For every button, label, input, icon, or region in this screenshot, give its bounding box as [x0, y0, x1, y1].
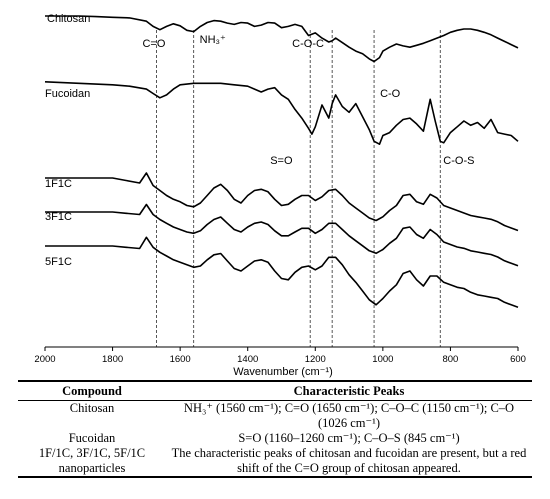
column-header-characteristic-peaks: Characteristic Peaks: [166, 381, 532, 401]
table-row: Fucoidan S=O (1160–1260 cm⁻¹); C–O–S (84…: [18, 431, 532, 446]
x-tick-label: 1600: [170, 354, 191, 365]
peaks-cell: S=O (1160–1260 cm⁻¹); C–O–S (845 cm⁻¹): [238, 431, 460, 445]
table-row: 1F/1C, 3F/1C, 5F/1C nanoparticles The ch…: [18, 446, 532, 478]
series-label-chitosan: Chitosan: [47, 13, 90, 25]
x-tick-label: 1400: [237, 354, 258, 365]
x-tick-label: 1000: [372, 354, 393, 365]
series-line-chitosan: [45, 15, 519, 63]
series-line-fucoidan: [44, 81, 519, 145]
peaks-cell: The characteristic peaks of chitosan and…: [166, 446, 532, 478]
column-header-compound: Compound: [18, 381, 166, 401]
ftir-spectra-chart: C=O NH₃⁺ S=O C-O-C C-O C-O-S Chitosan Fucoidan…: [34, 13, 526, 378]
compound-cell: 1F/1C, 3F/1C, 5F/1C nanoparticles: [18, 446, 166, 478]
x-tick-label: 600: [510, 354, 526, 365]
peak-label-c-o: C=O: [142, 38, 165, 50]
series-label-1f1c: 1F1C: [45, 178, 72, 190]
series-line-3f1c: [45, 203, 519, 267]
compound-cell: Chitosan: [69, 401, 115, 415]
x-tick-label: 1800: [102, 354, 123, 365]
peaks-cell: NH₃⁺ (1560 cm⁻¹); C=O (1650 cm⁻¹); C–O–C…: [183, 401, 515, 430]
series-line-1f1c: [45, 172, 519, 232]
x-tick-label: 1200: [305, 354, 326, 365]
table-header-row: Compound Characteristic Peaks: [18, 381, 532, 401]
peak-label-c-o: C-O: [380, 88, 401, 100]
compound-cell: Fucoidan: [68, 431, 116, 445]
peak-label-c-o-c: C-O-C: [292, 38, 324, 50]
series-label-fucoidan: Fucoidan: [45, 88, 90, 100]
peak-label-nh: NH₃⁺: [200, 34, 226, 46]
series-label-5f1c: 5F1C: [45, 256, 72, 268]
series-label-3f1c: 3F1C: [45, 211, 72, 223]
x-tick-label: 800: [442, 354, 458, 365]
peak-label-s-o: S=O: [270, 155, 293, 167]
x-axis-title: Wavenumber (cm⁻¹): [233, 366, 333, 378]
table-row: Chitosan NH₃⁺ (1560 cm⁻¹); C=O (1650 cm⁻…: [18, 401, 532, 432]
series-line-5f1c: [45, 236, 519, 309]
x-tick-label: 2000: [34, 354, 55, 365]
characteristic-peaks-table: Compound Characteristic Peaks Chitosan N…: [18, 380, 532, 478]
peak-label-c-o-s: C-O-S: [443, 155, 474, 167]
